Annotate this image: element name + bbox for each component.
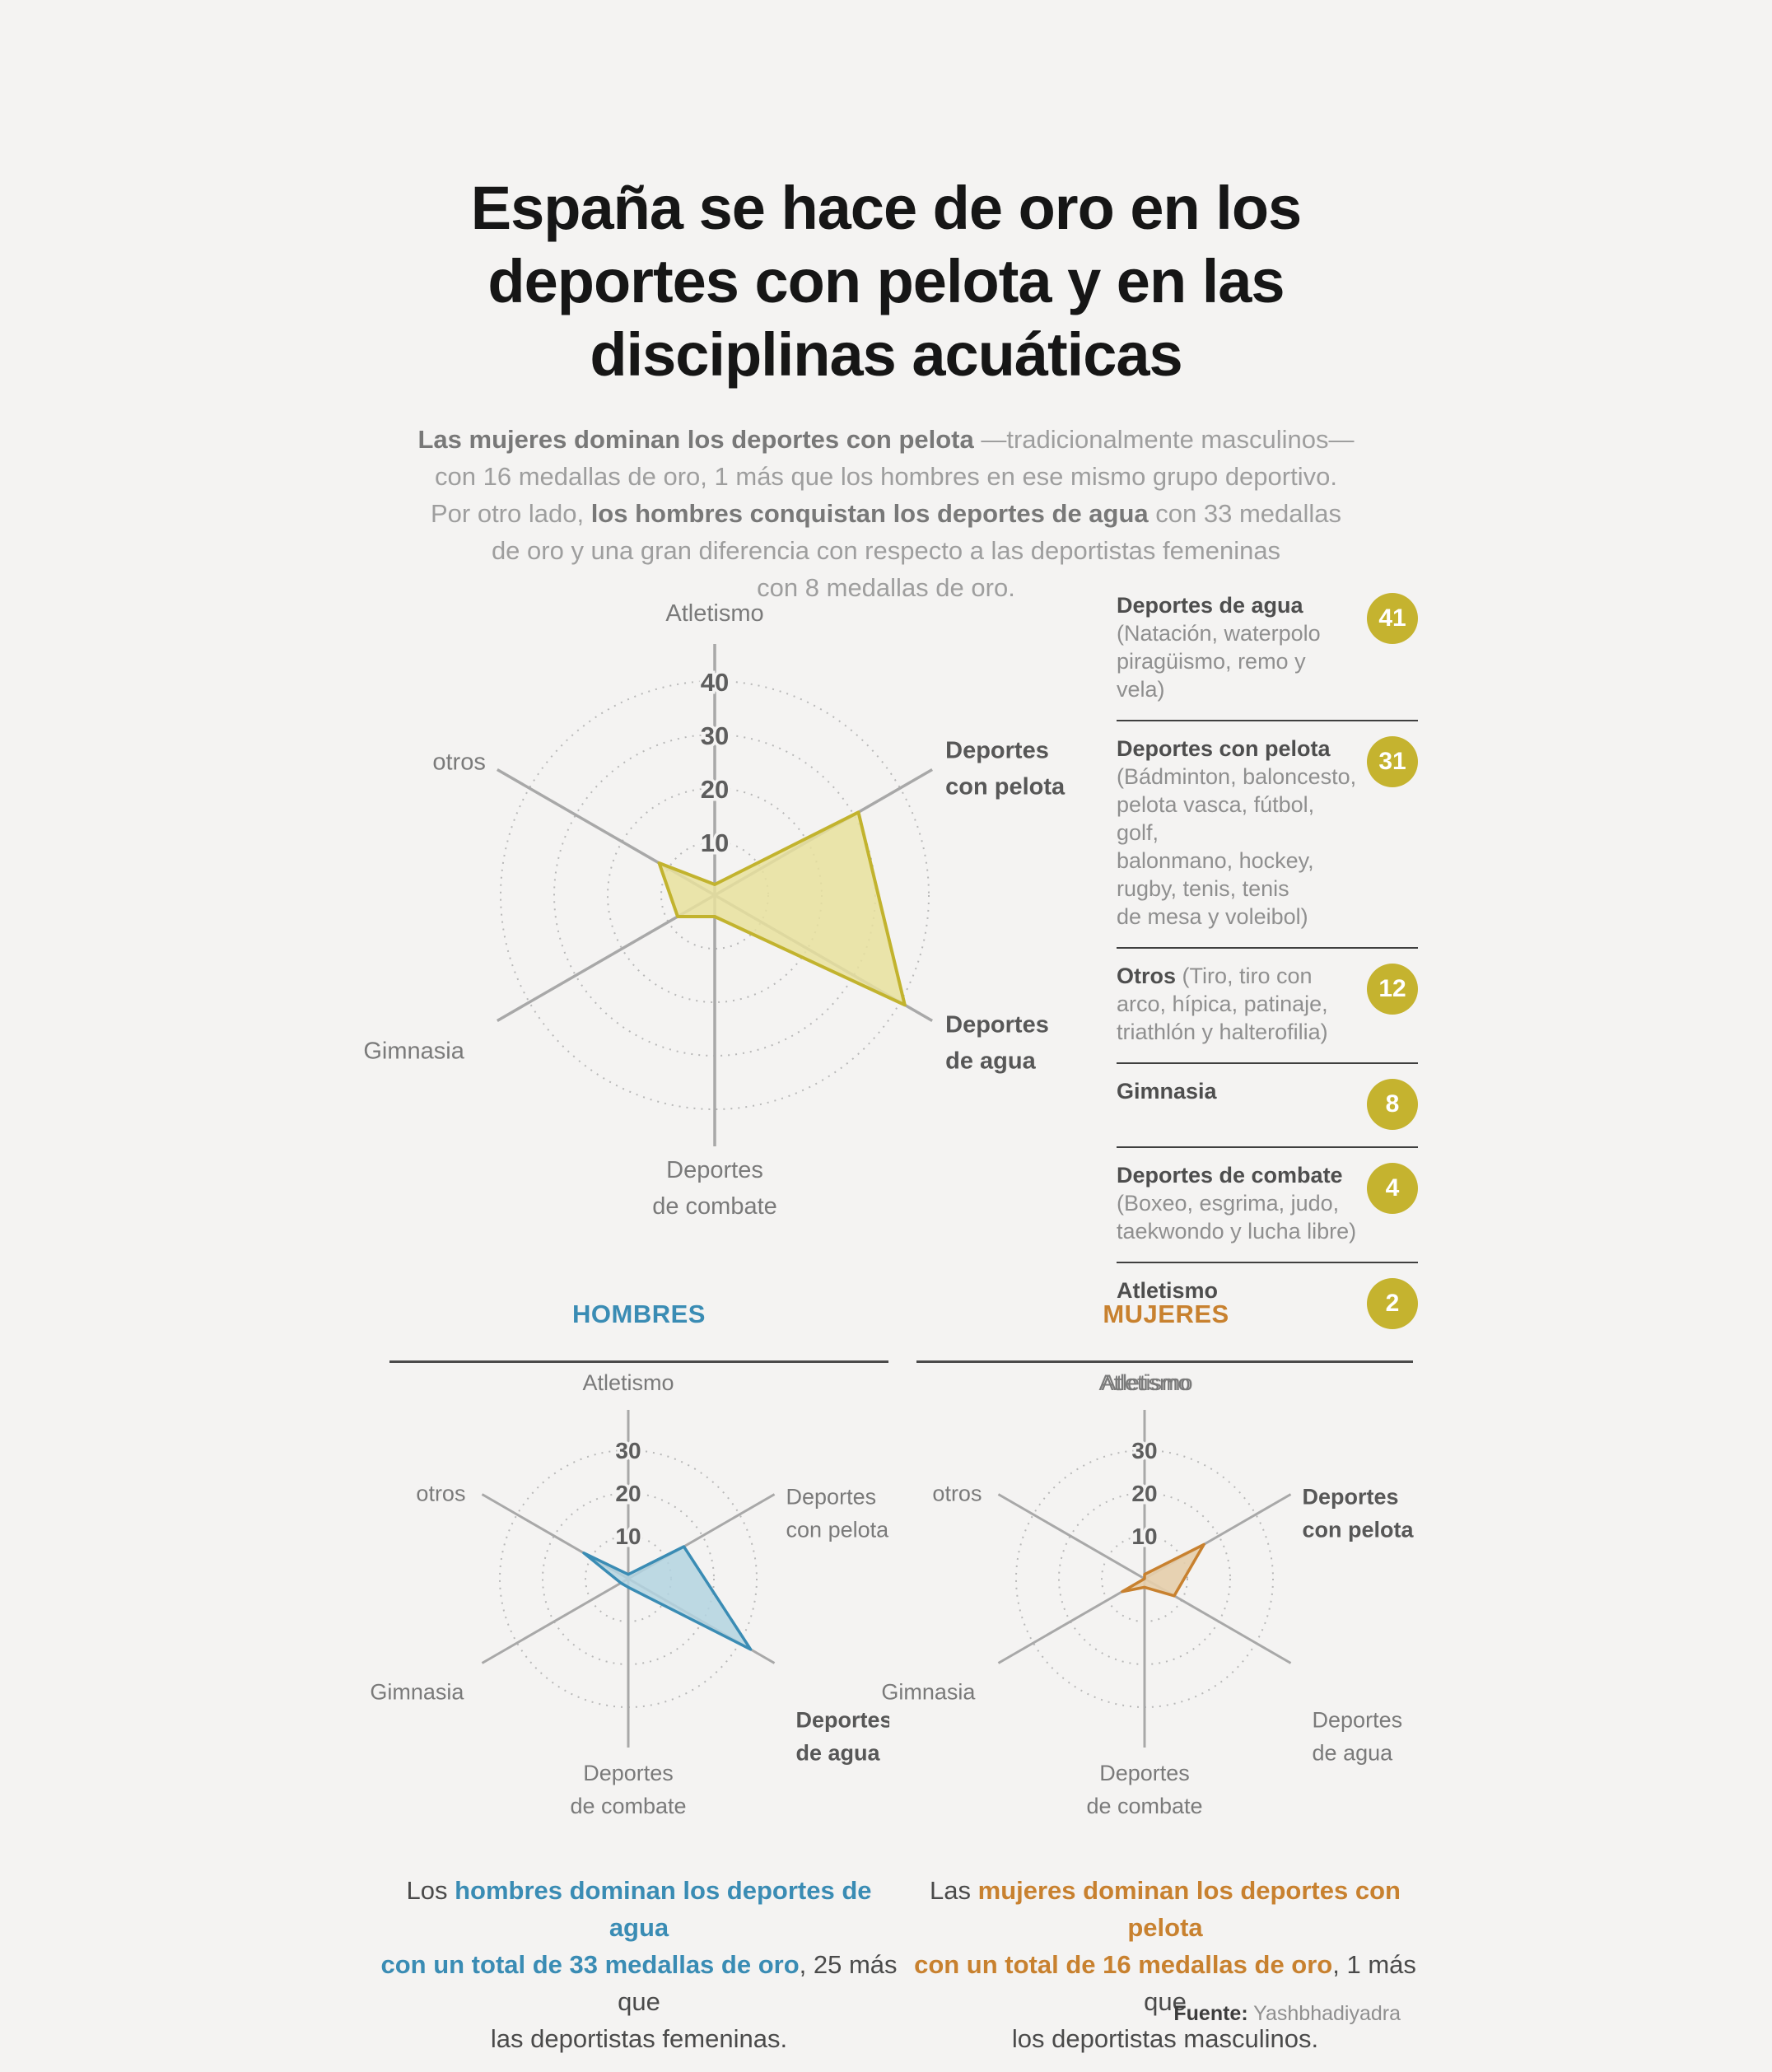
radar-axis-label-atletismo: Atletismo [1098, 1370, 1190, 1395]
medal-count-badge: 31 [1367, 736, 1418, 787]
radar-tick-label: 10 [701, 828, 729, 857]
caption-hombres: Los hombres dominan los deportes de agua… [375, 1872, 902, 2057]
radar-axis-label-atletismo: Atletismo [1101, 1370, 1192, 1395]
radar-axis-label-deportes-con-pelota: Deportes con pelota [786, 1485, 889, 1542]
medal-count-badge: 41 [1367, 593, 1418, 644]
radar-tick-label: 40 [701, 668, 729, 697]
medal-legend: Deportes de agua (Natación, waterpolo pi… [1117, 590, 1418, 1346]
radar-axis-gimnasia [997, 1577, 1145, 1664]
page-title: España se hace de oro en los deportes co… [470, 173, 1302, 389]
source-credit: Fuente: Yashbhadiyadra [902, 2002, 1401, 2026]
text-segment: Fuente: [1173, 2002, 1248, 2025]
legend-item-title: Atletismo [1117, 1278, 1219, 1303]
radar-axis-label-deportes-con-pelota: Deportes con pelota [945, 738, 1066, 800]
radar-axis-label-otros: otros [432, 749, 485, 776]
legend-item: Gimnasia 8 [1117, 1064, 1418, 1148]
medal-count-badge: 2 [1367, 1278, 1418, 1329]
legend-item-text: Deportes con pelota (Bádminton, balonces… [1117, 735, 1359, 931]
radar-axis-label-deportes-de-combate: Deportes de combate [652, 1157, 777, 1220]
radar-polygon-hombres-medallas-de-oro [582, 1545, 753, 1651]
radar-axis-label-otros: otros [416, 1482, 465, 1506]
medal-count-badge: 8 [1367, 1079, 1418, 1130]
radar-polygon-total-medallas-de-oro [657, 810, 907, 1007]
radar-axis-otros [997, 1493, 1145, 1580]
medal-count-badge: 12 [1367, 964, 1418, 1015]
radar-tick-label: 30 [615, 1438, 641, 1463]
text-segment: —tradicionalmente masculinos— con 16 med… [430, 425, 1355, 528]
mujeres-divider-line [916, 1360, 1413, 1363]
radar-axis-label-atletismo: Atletismo [582, 1370, 674, 1395]
text-segment: Las [930, 1876, 978, 1905]
radar-chart-total: 10 20 30 40 Atletismo Deportes con pelota Depor… [363, 600, 1066, 1220]
legend-item: Deportes con pelota (Bádminton, balonces… [1117, 721, 1418, 949]
text-segment: con 33 medallas de oro y una gran difere… [491, 499, 1342, 602]
radar-axis-label-atletismo: Atletismo [665, 600, 763, 627]
text-segment: Yashbhadiyadra [1247, 2002, 1401, 2025]
radar-tick-label: 20 [1131, 1481, 1157, 1506]
radar-axis-label-gimnasia: Gimnasia [881, 1680, 976, 1705]
legend-item-text: Deportes de agua (Natación, waterpolo pi… [1117, 591, 1359, 703]
radar-tick-label: 10 [1131, 1524, 1157, 1549]
text-segment: mujeres dominan los deportes con pelota … [914, 1876, 1401, 1979]
radar-tick-label: 20 [701, 775, 729, 804]
legend-item-title: Deportes con pelota [1117, 736, 1331, 761]
legend-item-text: Gimnasia [1117, 1077, 1217, 1105]
radar-tick-label: 10 [615, 1524, 641, 1549]
legend-item: Otros (Tiro, tiro con arco, hípica, pati… [1117, 949, 1418, 1064]
radar-axis-label-gimnasia: Gimnasia [370, 1680, 464, 1705]
radar-axis-label-deportes-de-agua: Deportes de agua [796, 1708, 889, 1766]
radar-tick-label: 30 [701, 721, 729, 750]
legend-item-title: Otros [1117, 964, 1177, 988]
legend-item-text: Atletismo [1117, 1276, 1218, 1304]
section-header-hombres: HOMBRES [572, 1300, 706, 1328]
text-segment: , 1 más que los deportistas masculinos. [1011, 1950, 1416, 2053]
legend-item-title: Gimnasia [1117, 1079, 1217, 1104]
legend-item-desc: (Natación, waterpolo piragüismo, remo y … [1117, 621, 1321, 702]
radar-polygon-mujeres-medallas-de-oro [1121, 1542, 1205, 1598]
radar-axis-label-deportes-de-agua: Deportes de agua [1313, 1708, 1403, 1766]
radar-axis-gimnasia [481, 1577, 629, 1664]
section-header-mujeres: MUJERES [1103, 1300, 1229, 1328]
text-segment: , 25 más que las deportistas femeninas. [490, 1950, 898, 2053]
radar-tick-label: 20 [615, 1481, 641, 1506]
caption-mujeres: Las mujeres dominan los deportes con pel… [902, 1872, 1429, 2057]
medal-count-badge: 4 [1367, 1163, 1418, 1214]
legend-item: Deportes de combate (Boxeo, esgrima, jud… [1117, 1148, 1418, 1263]
text-segment: hombres dominan los deportes de agua con… [380, 1876, 872, 1979]
legend-item-desc: (Boxeo, esgrima, judo, taekwondo y lucha… [1117, 1191, 1357, 1244]
text-segment: los hombres conquistan los deportes de a… [590, 499, 1149, 528]
text-segment: Los [406, 1876, 455, 1905]
radar-chart-hombres: 10 20 30 Atletismo Deportes con pelota Deporte… [370, 1370, 889, 1818]
legend-item: Atletismo 2 [1117, 1263, 1418, 1346]
radar-axis-label-deportes-de-agua: Deportes de agua [945, 1012, 1049, 1075]
legend-item-desc: (Tiro, tiro con arco, hípica, patinaje, … [1117, 964, 1328, 1044]
radar-axis-label-otros: otros [932, 1482, 982, 1506]
page-subtitle: Las mujeres dominan los deportes con pel… [343, 421, 1429, 606]
legend-item-text: Deportes de combate (Boxeo, esgrima, jud… [1117, 1161, 1356, 1245]
legend-item-title: Deportes de agua [1117, 593, 1303, 618]
legend-item-title: Deportes de combate [1117, 1163, 1343, 1188]
radar-axis-label-gimnasia: Gimnasia [363, 1038, 464, 1065]
radar-tick-label: 30 [1131, 1438, 1157, 1463]
radar-axis-label-deportes-de-combate: Deportes de combate [570, 1761, 686, 1818]
legend-item: Deportes de agua (Natación, waterpolo pi… [1117, 590, 1418, 721]
radar-axis-label-deportes-con-pelota: Deportes con pelota [1303, 1485, 1415, 1542]
text-segment: Las mujeres dominan los deportes con pel… [417, 425, 974, 454]
legend-item-desc: (Bádminton, baloncesto, pelota vasca, fú… [1117, 764, 1357, 929]
legend-item-text: Otros (Tiro, tiro con arco, hípica, pati… [1117, 962, 1328, 1046]
hombres-divider-line [389, 1360, 888, 1363]
radar-axis-label-deportes-de-combate: Deportes de combate [1086, 1761, 1202, 1818]
